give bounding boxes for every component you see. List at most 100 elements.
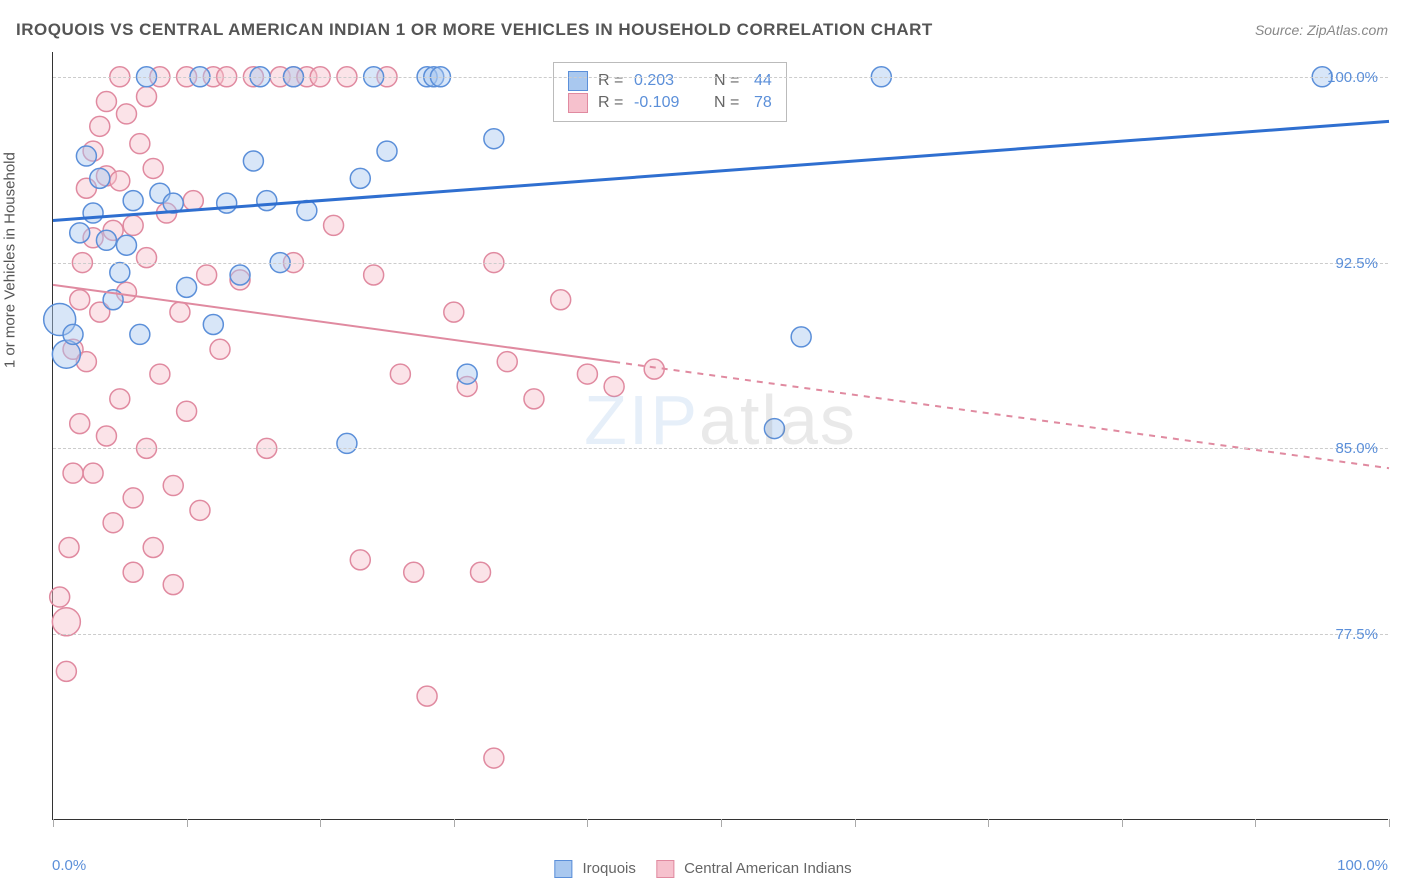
scatter-point — [110, 171, 130, 191]
scatter-point — [96, 230, 116, 250]
legend-label-series1: Iroquois — [583, 860, 636, 877]
scatter-point — [123, 215, 143, 235]
chart-title: IROQUOIS VS CENTRAL AMERICAN INDIAN 1 OR… — [16, 20, 933, 40]
trend-line — [53, 285, 614, 362]
y-tick-label: 100.0% — [1322, 69, 1378, 86]
scatter-point — [59, 537, 79, 557]
stats-r-value-1: 0.203 — [634, 72, 704, 90]
scatter-point — [324, 215, 344, 235]
y-axis-label: 1 or more Vehicles in Household — [2, 152, 19, 368]
scatter-point — [123, 488, 143, 508]
legend-item-series2: Central American Indians — [656, 860, 852, 878]
chart-container: IROQUOIS VS CENTRAL AMERICAN INDIAN 1 OR… — [0, 0, 1406, 892]
scatter-point — [52, 608, 80, 636]
scatter-point — [197, 265, 217, 285]
x-tick — [187, 819, 188, 827]
scatter-point — [457, 364, 477, 384]
scatter-point — [130, 134, 150, 154]
scatter-point — [150, 364, 170, 384]
scatter-point — [83, 463, 103, 483]
scatter-point — [50, 587, 70, 607]
scatter-point — [417, 686, 437, 706]
scatter-point — [137, 248, 157, 268]
scatter-point — [110, 389, 130, 409]
scatter-point — [190, 500, 210, 520]
scatter-point — [230, 265, 250, 285]
scatter-point — [137, 87, 157, 107]
source-attribution: Source: ZipAtlas.com — [1255, 22, 1388, 38]
scatter-point — [116, 235, 136, 255]
scatter-point — [404, 562, 424, 582]
gridline-h — [53, 77, 1388, 78]
x-tick — [53, 819, 54, 827]
stats-n-label-2: N = — [714, 94, 744, 112]
stats-box: R = 0.203 N = 44 R = -0.109 N = 78 — [553, 62, 787, 122]
scatter-point — [257, 191, 277, 211]
scatter-point — [96, 92, 116, 112]
x-axis-max-label: 100.0% — [1337, 857, 1388, 874]
scatter-point — [203, 315, 223, 335]
x-axis-min-label: 0.0% — [52, 857, 86, 874]
scatter-point — [163, 575, 183, 595]
scatter-point — [83, 203, 103, 223]
scatter-point — [90, 116, 110, 136]
scatter-point — [143, 158, 163, 178]
scatter-point — [130, 324, 150, 344]
scatter-point — [103, 513, 123, 533]
scatter-point — [484, 748, 504, 768]
scatter-point — [90, 168, 110, 188]
scatter-point — [604, 376, 624, 396]
scatter-point — [70, 223, 90, 243]
gridline-h — [53, 448, 1388, 449]
scatter-point — [123, 562, 143, 582]
legend-swatch-series2 — [656, 860, 674, 878]
legend-item-series1: Iroquois — [554, 860, 636, 878]
scatter-point — [110, 262, 130, 282]
scatter-point — [497, 352, 517, 372]
x-tick — [1389, 819, 1390, 827]
legend-label-series2: Central American Indians — [684, 860, 852, 877]
x-tick — [320, 819, 321, 827]
scatter-point — [56, 661, 76, 681]
stats-swatch-series1 — [568, 71, 588, 91]
stats-r-value-2: -0.109 — [634, 94, 704, 112]
scatter-point — [243, 151, 263, 171]
scatter-point — [444, 302, 464, 322]
scatter-point — [484, 129, 504, 149]
x-tick — [454, 819, 455, 827]
x-tick — [1255, 819, 1256, 827]
stats-n-value-2: 78 — [754, 94, 772, 112]
scatter-point — [70, 290, 90, 310]
x-tick — [855, 819, 856, 827]
trend-line-dashed — [614, 362, 1389, 468]
y-tick-label: 85.0% — [1322, 440, 1378, 457]
scatter-point — [350, 550, 370, 570]
x-tick — [1122, 819, 1123, 827]
plot-area: R = 0.203 N = 44 R = -0.109 N = 78 ZIPat… — [52, 52, 1388, 820]
stats-n-value-1: 44 — [754, 72, 772, 90]
scatter-point — [183, 191, 203, 211]
scatter-point — [163, 476, 183, 496]
y-tick-label: 77.5% — [1322, 626, 1378, 643]
gridline-h — [53, 634, 1388, 635]
scatter-point — [217, 193, 237, 213]
scatter-point — [70, 414, 90, 434]
stats-r-label-1: R = — [598, 72, 624, 90]
scatter-point — [170, 302, 190, 322]
scatter-point — [116, 104, 136, 124]
gridline-h — [53, 263, 1388, 264]
plot-svg — [53, 52, 1388, 819]
scatter-point — [63, 324, 83, 344]
scatter-point — [177, 401, 197, 421]
scatter-point — [96, 426, 116, 446]
stats-n-label-1: N = — [714, 72, 744, 90]
scatter-point — [143, 537, 163, 557]
scatter-point — [63, 463, 83, 483]
stats-row-series2: R = -0.109 N = 78 — [568, 93, 772, 113]
stats-row-series1: R = 0.203 N = 44 — [568, 71, 772, 91]
scatter-point — [764, 419, 784, 439]
bottom-legend: Iroquois Central American Indians — [554, 860, 851, 878]
x-tick — [587, 819, 588, 827]
scatter-point — [76, 146, 96, 166]
x-tick — [721, 819, 722, 827]
